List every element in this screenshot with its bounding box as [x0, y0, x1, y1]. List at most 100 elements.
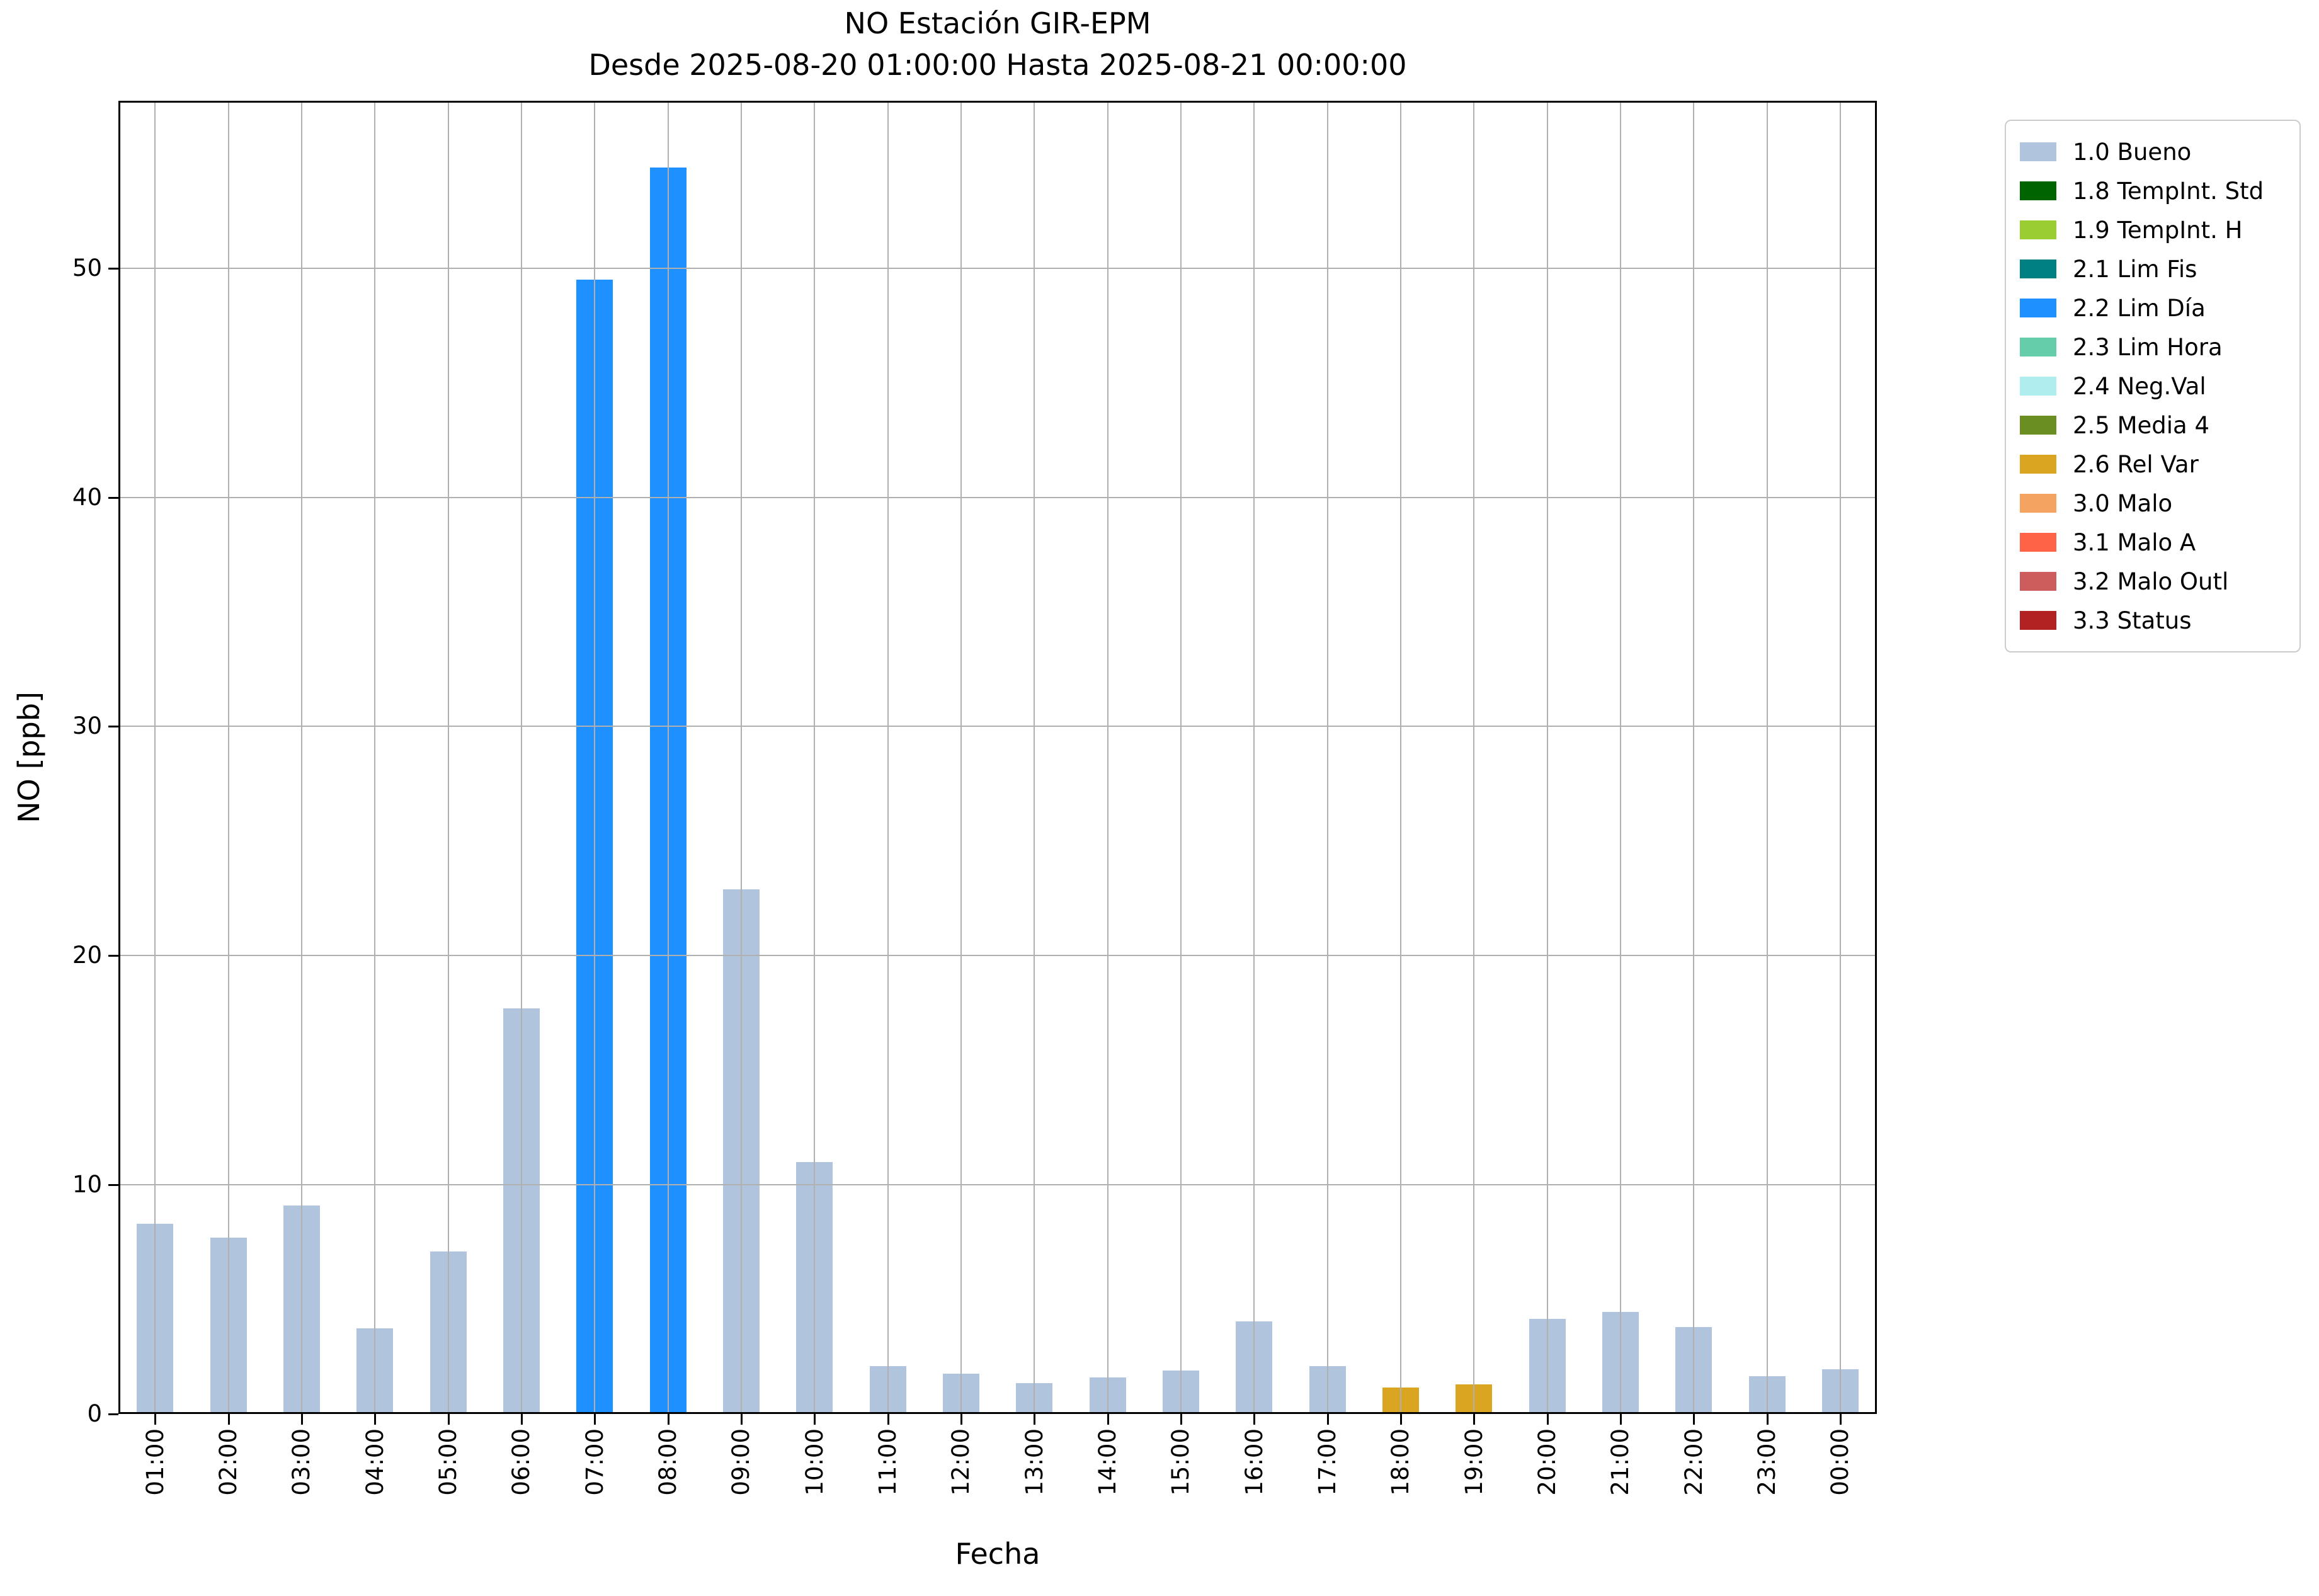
x-tick-label-17:00: 17:00 [1314, 1428, 1342, 1514]
legend-label: 1.9 TempInt. H [2073, 216, 2243, 244]
y-tick-label: 10 [72, 1171, 102, 1199]
legend-item: 3.1 Malo A [2020, 523, 2286, 562]
legend-label: 2.1 Lim Fis [2073, 255, 2197, 283]
y-tick-label: 50 [72, 254, 102, 282]
vertical-gridline [1619, 101, 1621, 1414]
legend-swatch [2020, 416, 2056, 435]
chart-subtitle: Desde 2025-08-20 01:00:00 Hasta 2025-08-… [588, 48, 1407, 82]
x-tick-text: 11:00 [874, 1428, 901, 1496]
x-tick-mark [740, 1414, 743, 1425]
vertical-gridline [1326, 101, 1328, 1414]
x-tick-mark [1473, 1414, 1476, 1425]
x-tick-mark [1619, 1414, 1622, 1425]
x-tick-label-00:00: 00:00 [1826, 1428, 1854, 1514]
legend-swatch [2020, 377, 2056, 396]
x-tick-text: 04:00 [361, 1428, 389, 1496]
vertical-gridline [960, 101, 962, 1414]
x-tick-text: 01:00 [141, 1428, 169, 1496]
x-tick-label-13:00: 13:00 [1020, 1428, 1048, 1514]
x-tick-text: 10:00 [801, 1428, 828, 1496]
x-tick-label-16:00: 16:00 [1240, 1428, 1268, 1514]
x-tick-mark [1180, 1414, 1182, 1425]
x-tick-label-04:00: 04:00 [361, 1428, 389, 1514]
vertical-gridline [814, 101, 816, 1414]
legend-swatch [2020, 142, 2056, 161]
horizontal-gridline [118, 726, 1877, 727]
x-tick-text: 07:00 [581, 1428, 608, 1496]
legend-swatch [2020, 220, 2056, 239]
vertical-gridline [887, 101, 889, 1414]
legend-swatch [2020, 455, 2056, 474]
legend-label: 3.2 Malo Outl [2073, 567, 2229, 595]
vertical-gridline [1180, 101, 1182, 1414]
y-tick-mark [108, 1184, 118, 1187]
vertical-gridline [1107, 101, 1108, 1414]
y-tick-label: 0 [87, 1400, 102, 1427]
x-tick-text: 05:00 [435, 1428, 462, 1496]
vertical-gridline [594, 101, 596, 1414]
x-tick-mark [154, 1414, 157, 1425]
vertical-gridline [1766, 101, 1768, 1414]
legend-swatch [2020, 494, 2056, 513]
x-tick-mark [1546, 1414, 1549, 1425]
x-tick-mark [374, 1414, 377, 1425]
vertical-gridline [1839, 101, 1841, 1414]
x-tick-mark [227, 1414, 230, 1425]
y-axis-label-wrap: NO [ppb] [10, 101, 48, 1414]
x-tick-label-14:00: 14:00 [1094, 1428, 1122, 1514]
x-tick-mark [594, 1414, 596, 1425]
y-axis-label: NO [ppb] [12, 692, 46, 823]
x-tick-text: 15:00 [1167, 1428, 1195, 1496]
x-tick-mark [960, 1414, 962, 1425]
legend-swatch [2020, 181, 2056, 200]
x-tick-label-10:00: 10:00 [801, 1428, 828, 1514]
legend-label: 1.0 Bueno [2073, 138, 2192, 166]
vertical-gridline [300, 101, 302, 1414]
chart-title: NO Estación GIR-EPM [844, 6, 1151, 40]
legend-swatch [2020, 299, 2056, 317]
horizontal-gridline [118, 267, 1877, 269]
x-tick-mark [1326, 1414, 1329, 1425]
x-tick-label-11:00: 11:00 [874, 1428, 902, 1514]
legend-item: 2.3 Lim Hora [2020, 328, 2286, 367]
x-tick-label-01:00: 01:00 [141, 1428, 169, 1514]
y-tick-mark [108, 496, 118, 499]
x-tick-mark [300, 1414, 303, 1425]
legend-item: 2.5 Media 4 [2020, 406, 2286, 445]
vertical-gridline [1473, 101, 1475, 1414]
legend-item: 2.6 Rel Var [2020, 445, 2286, 484]
legend-label: 2.5 Media 4 [2073, 411, 2210, 439]
x-tick-mark [814, 1414, 816, 1425]
legend-item: 3.2 Malo Outl [2020, 562, 2286, 601]
x-tick-label-07:00: 07:00 [581, 1428, 608, 1514]
vertical-gridline [447, 101, 449, 1414]
legend-swatch [2020, 572, 2056, 591]
legend-swatch [2020, 611, 2056, 630]
plot-area [118, 101, 1877, 1414]
x-tick-text: 21:00 [1607, 1428, 1634, 1496]
x-tick-mark [1693, 1414, 1695, 1425]
x-tick-label-20:00: 20:00 [1534, 1428, 1561, 1514]
legend-item: 3.0 Malo [2020, 484, 2286, 523]
x-tick-mark [1399, 1414, 1402, 1425]
legend-item: 2.2 Lim Día [2020, 288, 2286, 328]
x-tick-label-12:00: 12:00 [947, 1428, 975, 1514]
vertical-gridline [227, 101, 229, 1414]
legend-swatch [2020, 259, 2056, 278]
legend-item: 2.4 Neg.Val [2020, 367, 2286, 406]
vertical-gridline [1253, 101, 1255, 1414]
x-tick-text: 13:00 [1020, 1428, 1048, 1496]
legend-swatch [2020, 338, 2056, 356]
x-tick-label-06:00: 06:00 [508, 1428, 535, 1514]
legend-label: 2.4 Neg.Val [2073, 372, 2206, 400]
x-tick-mark [667, 1414, 669, 1425]
vertical-gridline [1546, 101, 1548, 1414]
x-tick-mark [887, 1414, 889, 1425]
vertical-gridline [1399, 101, 1401, 1414]
x-tick-text: 23:00 [1753, 1428, 1781, 1496]
x-tick-text: 18:00 [1387, 1428, 1415, 1496]
x-tick-text: 14:00 [1094, 1428, 1121, 1496]
vertical-gridline [1693, 101, 1695, 1414]
horizontal-gridline [118, 1184, 1877, 1186]
